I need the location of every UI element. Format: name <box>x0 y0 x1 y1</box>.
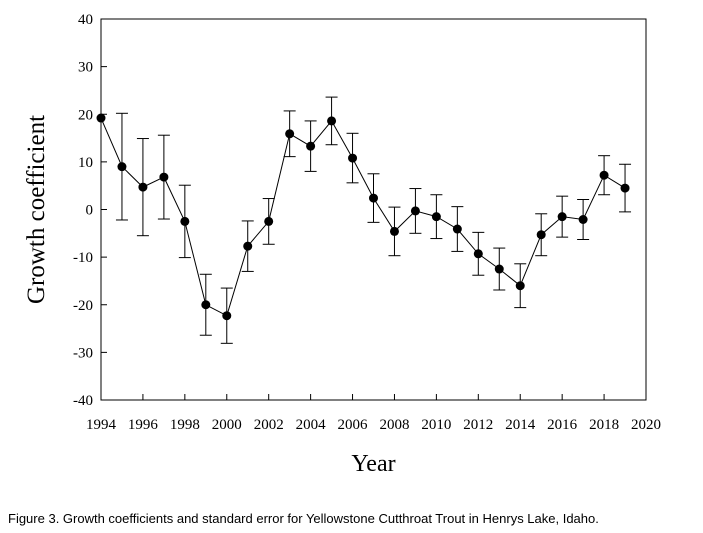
data-point <box>159 172 169 182</box>
data-point <box>515 281 525 291</box>
data-point <box>285 129 295 139</box>
data-point <box>264 216 274 226</box>
data-point <box>578 215 588 225</box>
y-tick-label: -10 <box>73 250 93 266</box>
data-point <box>138 182 148 192</box>
y-tick-label: 30 <box>78 60 93 76</box>
data-point <box>473 249 483 259</box>
y-tick-label: -40 <box>73 393 93 409</box>
data-point <box>452 224 462 234</box>
data-point <box>306 141 316 151</box>
error-bars <box>115 96 632 344</box>
x-tick-label: 1994 <box>86 417 117 433</box>
x-tick-label: 1996 <box>128 417 159 433</box>
y-tick-label: -20 <box>73 298 93 314</box>
data-point <box>536 230 546 240</box>
data-point <box>180 216 190 226</box>
figure-caption: Figure 3. Growth coefficients and standa… <box>8 511 599 526</box>
data-point <box>96 113 106 123</box>
data-point <box>557 212 567 222</box>
data-point <box>494 264 504 274</box>
data-points <box>96 113 630 321</box>
x-tick-label: 1998 <box>170 417 200 433</box>
data-point <box>369 193 378 203</box>
data-point <box>222 311 232 321</box>
data-point <box>431 212 441 222</box>
data-point <box>389 226 399 236</box>
x-tick-label: 2010 <box>421 417 451 433</box>
x-axis-ticks: 1994 1996 1998 2000 2002 2004 2006 2008 2010 2012… <box>86 394 661 433</box>
x-tick-label: 2006 <box>338 417 369 433</box>
y-axis-title: Growth coefficient <box>23 115 50 304</box>
y-tick-label: 20 <box>78 107 93 123</box>
y-tick-label: 0 <box>86 203 94 219</box>
data-point <box>201 300 211 310</box>
y-tick-label: 10 <box>78 155 93 171</box>
data-point <box>327 116 337 126</box>
x-tick-label: 2016 <box>547 417 578 433</box>
x-tick-label: 2014 <box>505 417 536 433</box>
x-tick-label: 2000 <box>212 417 242 433</box>
x-tick-label: 2002 <box>254 417 284 433</box>
plot-area: -40 -30 -20 -10 0 10 20 30 40 1994 1996 1998 2000 20… <box>73 12 661 433</box>
y-axis-ticks: -40 -30 -20 -10 0 10 20 30 40 <box>73 12 107 409</box>
data-point <box>599 170 609 180</box>
x-tick-label: 2020 <box>631 417 661 433</box>
x-axis-title: Year <box>351 451 395 477</box>
data-point <box>348 153 358 163</box>
data-point <box>243 241 253 251</box>
x-tick-label: 2004 <box>296 417 327 433</box>
data-point <box>410 206 420 216</box>
data-point <box>117 162 127 172</box>
y-tick-label: 40 <box>78 12 93 28</box>
y-tick-label: -30 <box>73 345 93 361</box>
data-point <box>620 183 630 193</box>
x-tick-label: 2008 <box>379 417 409 433</box>
series-line <box>100 117 626 317</box>
x-tick-label: 2018 <box>589 417 619 433</box>
x-tick-label: 2012 <box>463 417 493 433</box>
